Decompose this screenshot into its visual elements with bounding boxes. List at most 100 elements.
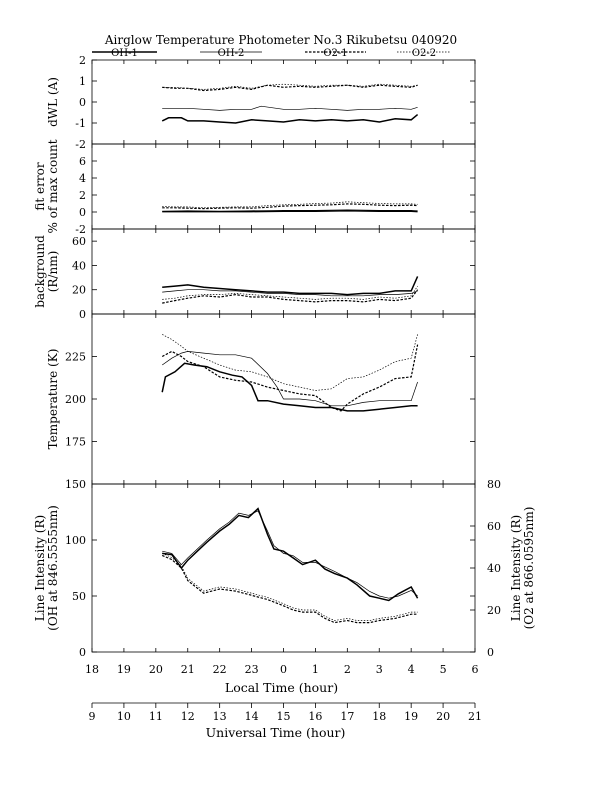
series-o2-2 xyxy=(162,552,418,621)
series-oh-1 xyxy=(162,209,418,213)
series-o2-2 xyxy=(162,285,418,300)
panel-4: 175 200 225 Temperature (K) xyxy=(46,313,476,485)
y-right-tick-label: 20 xyxy=(487,604,501,617)
series-oh-1 xyxy=(161,362,418,412)
y-tick-label: 1 xyxy=(79,75,86,88)
series-o2-1 xyxy=(161,554,418,624)
local-time-tick-label: 20 xyxy=(149,663,163,676)
panel-2: -2 0 2 4 6 fit error% of max count xyxy=(33,139,476,236)
y-axis-label-right: Line Intensity (R)(O2 at 866.0595nm) xyxy=(509,507,536,630)
y-axis-label: fit error% of max count xyxy=(33,139,60,233)
y-tick-label: 200 xyxy=(65,393,86,406)
ut-tick-label: 10 xyxy=(117,710,131,723)
legend-label-o2-2: O2-2 xyxy=(412,48,436,59)
series-oh-2 xyxy=(162,510,418,599)
series-o2-1 xyxy=(162,203,418,210)
panel-frame xyxy=(91,143,476,230)
series-oh-2 xyxy=(161,351,418,407)
y-axis-label: background(R/nm) xyxy=(33,235,60,308)
local-time-tick-label: 23 xyxy=(245,663,259,676)
y-tick-label: 225 xyxy=(65,351,86,364)
y-right-tick-label: 80 xyxy=(487,478,501,491)
y-right-tick-label: 40 xyxy=(487,562,501,575)
series-oh-1 xyxy=(162,507,419,602)
y-tick-label: 150 xyxy=(65,478,86,491)
ut-tick-label: 21 xyxy=(468,710,482,723)
series-oh-2 xyxy=(162,289,418,297)
ut-tick-label: 18 xyxy=(372,710,386,723)
y-tick-label: 40 xyxy=(72,259,86,272)
y-axis-label: dWL (A) xyxy=(46,77,60,127)
y-axis-label-line: (OH at 846.5555nm) xyxy=(46,505,60,631)
y-axis-label: Line Intensity (R)(OH at 846.5555nm) xyxy=(33,505,60,631)
y-tick-label: 175 xyxy=(65,436,86,449)
y-axis-label-line: background xyxy=(33,235,47,308)
y-tick-label: 50 xyxy=(72,590,86,603)
local-time-tick-label: 21 xyxy=(181,663,195,676)
y-axis-label-line: Line Intensity (R) xyxy=(33,515,47,621)
panel-1: -2 -1 0 1 2 dWL (A) xyxy=(46,54,476,151)
series-oh-1 xyxy=(161,114,419,124)
series-o2-2 xyxy=(162,83,418,90)
panel-frame xyxy=(91,483,476,653)
local-time-tick-label: 18 xyxy=(85,663,99,676)
ut-axis-label: Universal Time (hour) xyxy=(206,725,346,740)
y-tick-label: 0 xyxy=(79,96,86,109)
y-tick-label: 0 xyxy=(79,206,86,219)
y-axis-label: Temperature (K) xyxy=(46,349,60,450)
local-time-tick-label: 4 xyxy=(408,663,415,676)
series-o2-1 xyxy=(161,344,419,412)
ut-tick-label: 19 xyxy=(404,710,418,723)
y-axis-label-line: Temperature (K) xyxy=(46,349,60,450)
series-o2-2 xyxy=(162,201,418,209)
y-tick-label: -2 xyxy=(75,223,86,236)
y-axis-label-line: % of max count xyxy=(46,139,60,233)
local-time-tick-label: 22 xyxy=(213,663,227,676)
y-tick-label: 60 xyxy=(72,235,86,248)
local-time-tick-label: 1 xyxy=(312,663,319,676)
ut-tick-label: 12 xyxy=(181,710,195,723)
ut-tick-label: 15 xyxy=(277,710,291,723)
series-oh-2 xyxy=(162,105,418,111)
panels: -2 -1 0 1 2 dWL (A) -2 0 2 4 6 fit error% of max co… xyxy=(33,54,536,659)
local-time-tick-label: 6 xyxy=(472,663,479,676)
ut-tick-label: 16 xyxy=(308,710,322,723)
ut-tick-label: 9 xyxy=(89,710,96,723)
legend-label-oh-2: OH-2 xyxy=(218,48,245,59)
ut-tick-label: 11 xyxy=(149,710,163,723)
chart-title: Airglow Temperature Photometer No.3 Riku… xyxy=(104,33,457,47)
local-time-tick-label: 19 xyxy=(117,663,131,676)
ut-tick-label: 14 xyxy=(245,710,259,723)
legend: OH-1 OH-2 O2-1 O2-2 xyxy=(92,48,451,59)
panel-frame xyxy=(91,228,476,315)
y-axis-label-line: fit error xyxy=(33,162,47,210)
series-oh-2 xyxy=(162,209,418,212)
legend-label-o2-1: O2-1 xyxy=(323,48,347,59)
panel-3: 0 20 40 60 background(R/nm) xyxy=(33,228,476,321)
local-time-tick-label: 0 xyxy=(280,663,287,676)
series-oh-1 xyxy=(162,276,419,296)
local-time-axis-label: Local Time (hour) xyxy=(225,680,338,695)
y-right-tick-label: 60 xyxy=(487,520,501,533)
y-tick-label: 2 xyxy=(79,54,86,67)
y-tick-label: 0 xyxy=(79,646,86,659)
y-right-tick-label: 0 xyxy=(487,646,494,659)
local-time-tick-label: 3 xyxy=(376,663,383,676)
y-axis-label-right-line: Line Intensity (R) xyxy=(509,515,523,621)
series-o2-1 xyxy=(162,289,419,304)
y-tick-label: 6 xyxy=(79,155,86,168)
y-tick-label: 2 xyxy=(79,189,86,202)
ut-tick-label: 17 xyxy=(340,710,354,723)
ut-tick-label: 20 xyxy=(436,710,450,723)
panel-frame xyxy=(91,59,476,145)
series-o2-2 xyxy=(162,334,418,391)
local-time-tick-label: 2 xyxy=(344,663,351,676)
y-axis-label-line: dWL (A) xyxy=(46,77,60,127)
y-tick-label: -2 xyxy=(75,138,86,151)
y-tick-label: 4 xyxy=(79,172,86,185)
series-o2-1 xyxy=(162,84,418,92)
y-tick-label: 20 xyxy=(72,284,86,297)
